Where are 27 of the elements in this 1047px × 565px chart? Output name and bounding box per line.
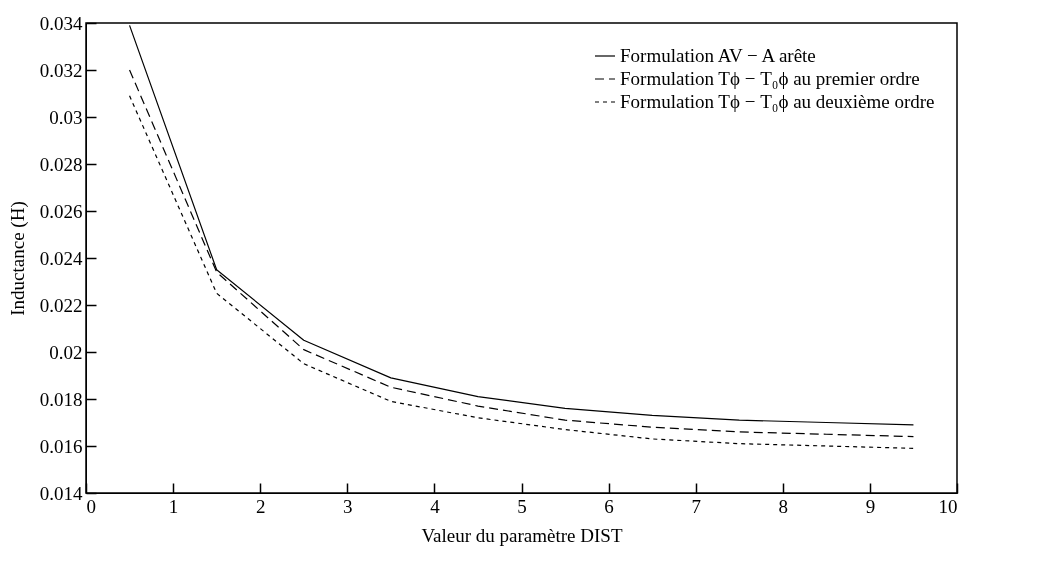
x-tick-label: 9	[865, 495, 876, 517]
x-tick-label: 10	[938, 495, 958, 517]
x-axis-title: Valeur du paramètre DIST	[421, 524, 623, 546]
x-tick-label: 0	[86, 495, 96, 517]
x-tick-label: 7	[691, 495, 701, 517]
y-tick-label: 0.022	[39, 294, 83, 316]
legend-label: Formulation Tϕ − T₀ϕ au premier ordre	[620, 68, 920, 89]
y-axis-title: Inductance (H)	[6, 201, 29, 316]
y-tick-label: 0.028	[39, 153, 83, 175]
y-tick-label: 0.026	[39, 200, 83, 222]
x-tick-label: 1	[168, 495, 179, 517]
y-tick-label: 0.024	[39, 247, 83, 269]
y-tick-label: 0.02	[49, 341, 83, 363]
x-tick-label: 5	[517, 495, 527, 517]
y-tick-label: 0.034	[39, 12, 83, 34]
x-tick-label: 2	[255, 495, 266, 517]
y-tick-label: 0.03	[49, 106, 83, 128]
y-tick-label: 0.016	[39, 435, 83, 457]
y-tick-label: 0.032	[39, 59, 83, 81]
legend-label: Formulation AV − A arête	[620, 45, 816, 66]
x-tick-label: 6	[604, 495, 614, 517]
y-tick-label: 0.014	[39, 482, 83, 504]
x-tick-label: 3	[343, 495, 353, 517]
y-tick-label: 0.018	[39, 388, 83, 410]
legend-label: Formulation Tϕ − T₀ϕ au deuxième ordre	[620, 91, 935, 112]
x-tick-label: 8	[778, 495, 789, 517]
x-tick-label: 4	[430, 495, 441, 517]
